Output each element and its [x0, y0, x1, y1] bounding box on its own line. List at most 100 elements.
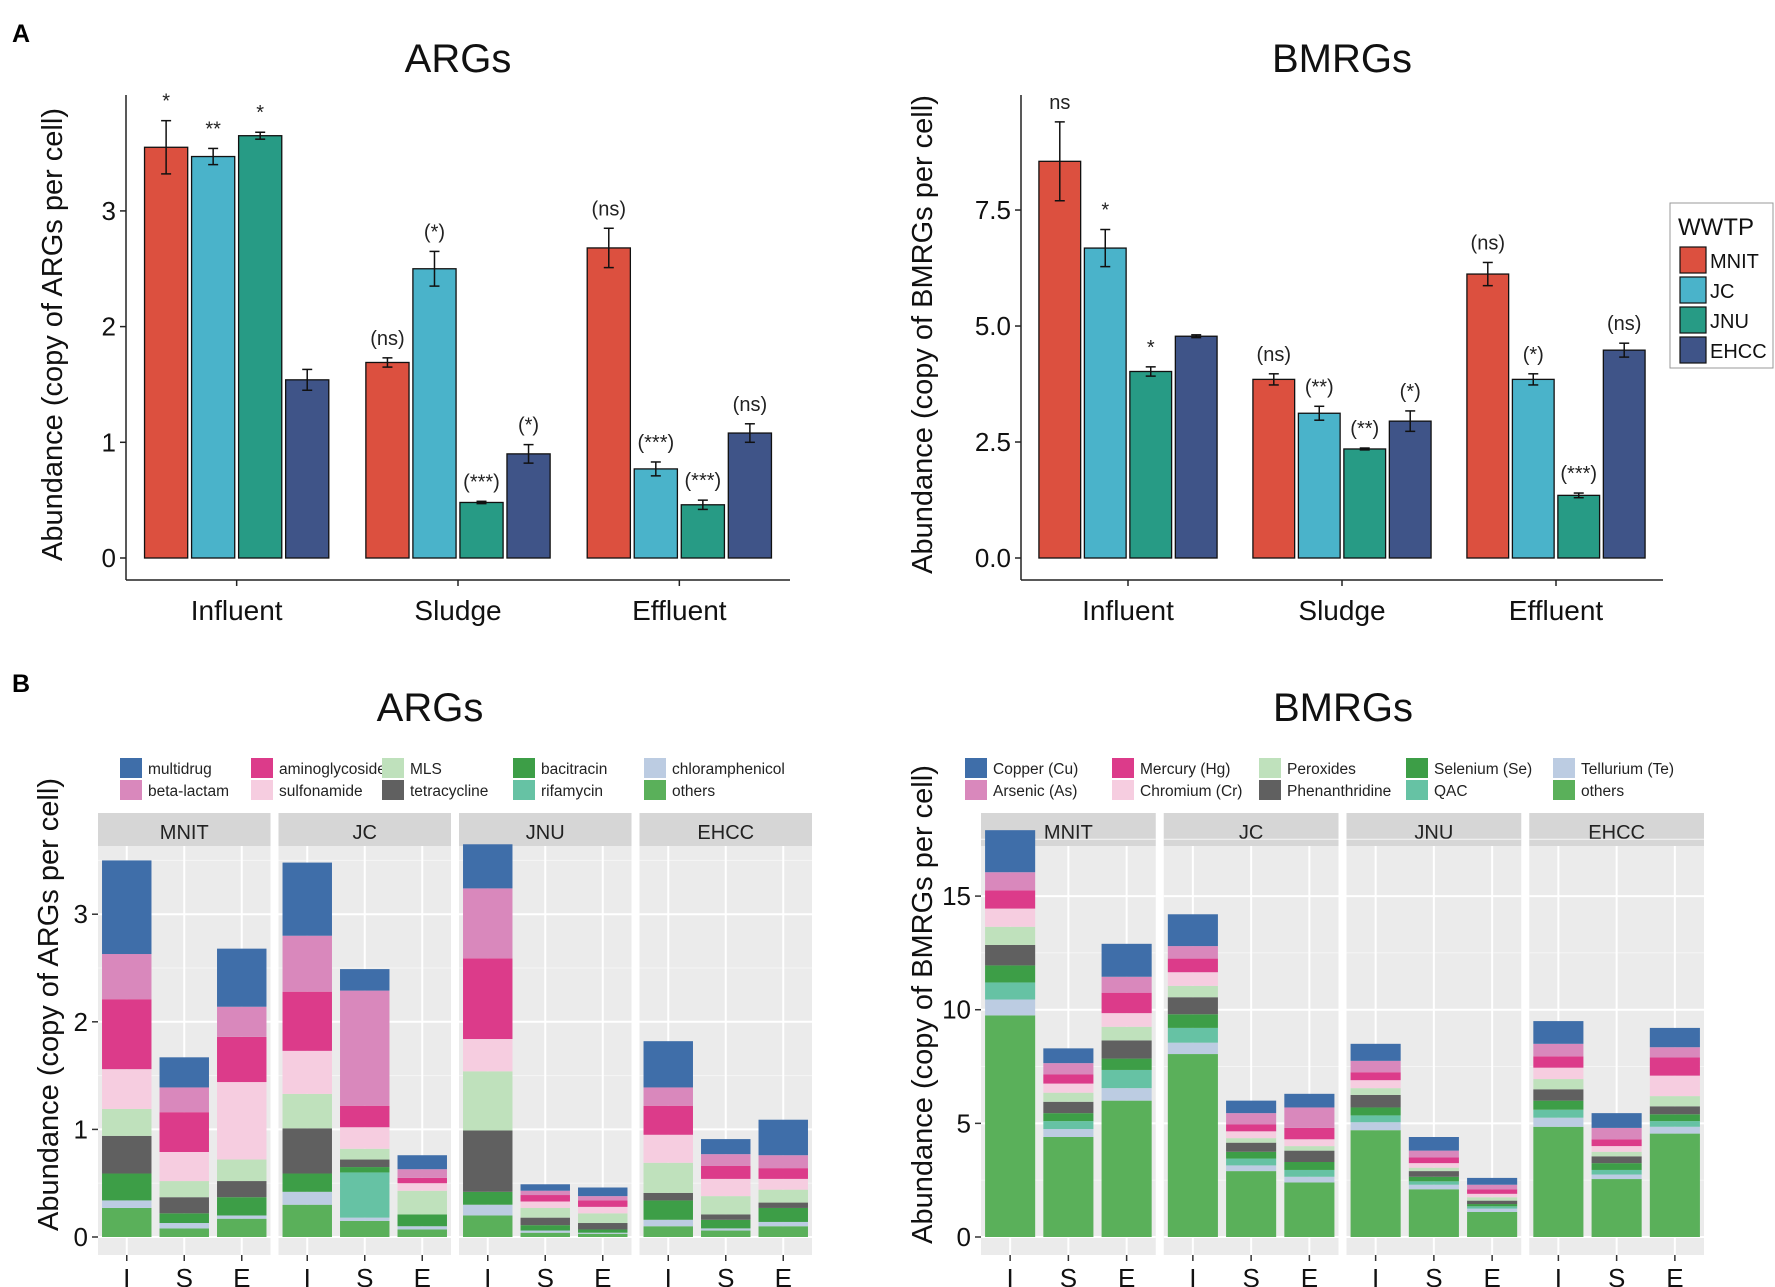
chart-title: ARGs [405, 37, 512, 81]
stack-segment-others-jc-I [1167, 1054, 1218, 1237]
legend-label-others: others [672, 783, 715, 800]
stack-segment-chloramphenicol-ehcc-S [701, 1228, 751, 1231]
legend-swatch-others [1553, 780, 1575, 800]
stack-segment-chromium-cr-mnit-S [1043, 1083, 1094, 1093]
bar-ehcc-influent [284, 379, 330, 559]
legend-swatch-mercury-hg [1112, 758, 1134, 778]
stack-segment-peroxides-jnu-E [1467, 1197, 1518, 1201]
stack-segment-multidrug-jc-S [340, 969, 390, 991]
legend-swatch-mnit [1679, 246, 1707, 274]
legend-label-peroxides: Peroxides [1287, 761, 1356, 778]
stack-segment-multidrug-jnu-E [578, 1187, 628, 1197]
stack-segment-phenanthridine-ehcc-S [1591, 1156, 1642, 1164]
stack-segment-mls-ehcc-S [701, 1196, 751, 1215]
stack-segment-selenium-se-jc-S [1226, 1151, 1277, 1159]
chart-args-stacked: ARGs Abundance (copy of ARGs per cell) mul… [33, 686, 812, 1287]
bar-mnit-sludge [365, 361, 410, 559]
stack-segment-rifamycin-jc-S [340, 1172, 390, 1218]
stack-segment-selenium-se-jc-E [1284, 1162, 1335, 1170]
stack-segment-selenium-se-mnit-S [1043, 1113, 1094, 1122]
stack-segment-chloramphenicol-jnu-E [578, 1232, 628, 1234]
y-tick-label: 10 [942, 995, 971, 1025]
stack-segment-peroxides-mnit-I [985, 926, 1036, 945]
significance-label: (***) [463, 471, 500, 493]
stack-segment-mercury-hg-ehcc-S [1591, 1139, 1642, 1147]
stack-segment-mercury-hg-ehcc-E [1649, 1057, 1700, 1076]
y-tick-label: 2.5 [975, 427, 1011, 457]
bar-ehcc-sludge [1388, 420, 1432, 559]
stack-segment-mercury-hg-jc-E [1284, 1127, 1335, 1140]
stack-segment-aminoglycoside-mnit-E [217, 1036, 267, 1083]
significance-label: (ns) [592, 198, 626, 220]
stack-segment-multidrug-ehcc-E [758, 1119, 808, 1156]
x-tick-label-e: E [1118, 1263, 1135, 1287]
stack-segment-others-ehcc-I [1533, 1126, 1584, 1237]
stack-segment-aminoglycoside-jnu-I [463, 958, 513, 1040]
stack-segment-tetracycline-jnu-I [463, 1130, 513, 1192]
facet-label-jnu: JNU [1414, 822, 1453, 844]
stack-segment-peroxides-ehcc-I [1533, 1079, 1584, 1090]
stack-segment-multidrug-mnit-I [102, 860, 152, 955]
significance-label: * [256, 102, 264, 124]
significance-label: (ns) [370, 328, 404, 350]
stack-segment-beta-lactam-ehcc-I [643, 1087, 693, 1106]
stack-segment-others-jc-I [282, 1204, 332, 1237]
stack-segment-selenium-se-mnit-E [1101, 1058, 1152, 1070]
legend-label-phenanthridine: Phenanthridine [1287, 783, 1391, 800]
legend-label-mnit: MNIT [1710, 251, 1759, 273]
stack-segment-tellurium-te-mnit-S [1043, 1129, 1094, 1137]
stack-segment-mercury-hg-jnu-E [1467, 1189, 1518, 1194]
facet-strip-jnu [1346, 813, 1522, 846]
stack-segment-mercury-hg-jc-S [1226, 1124, 1277, 1132]
stack-segment-mercury-hg-mnit-I [985, 890, 1036, 909]
facet-label-ehcc: EHCC [1588, 822, 1645, 844]
x-tick-label-effluent: Effluent [1509, 595, 1604, 626]
stack-segment-peroxides-ehcc-E [1649, 1096, 1700, 1107]
stack-segment-chloramphenicol-jc-S [340, 1217, 390, 1221]
facet-label-ehcc: EHCC [697, 822, 754, 844]
legend-swatch-arsenic-as [965, 780, 987, 800]
legend-label-mls: MLS [410, 761, 442, 778]
stack-segment-phenanthridine-jc-E [1284, 1150, 1335, 1162]
stack-segment-mls-ehcc-I [643, 1162, 693, 1193]
significance-label: (***) [1560, 463, 1597, 485]
stack-segment-tetracycline-jc-I [282, 1128, 332, 1174]
stack-segment-arsenic-as-jnu-S [1408, 1150, 1459, 1158]
stack-segment-others-jc-E [1284, 1182, 1335, 1237]
y-tick-label: 5 [957, 1108, 971, 1138]
stack-segment-aminoglycoside-ehcc-S [701, 1165, 751, 1179]
significance-label: * [1147, 337, 1155, 359]
stack-segment-others-jnu-I [463, 1215, 513, 1237]
stack-segment-mls-jnu-I [463, 1071, 513, 1131]
x-tick-label-e: E [1301, 1263, 1318, 1287]
stack-segment-arsenic-as-jc-S [1226, 1113, 1277, 1125]
stack-segment-beta-lactam-ehcc-E [758, 1155, 808, 1169]
stack-segment-others-jc-S [1226, 1171, 1277, 1237]
significance-label: (***) [685, 470, 722, 492]
stack-segment-bacitracin-jnu-S [520, 1225, 570, 1231]
legend-label-multidrug: multidrug [148, 761, 212, 778]
stack-segment-selenium-se-ehcc-S [1591, 1163, 1642, 1170]
stack-segment-peroxides-jc-E [1284, 1146, 1335, 1151]
stack-segment-tetracycline-mnit-E [217, 1181, 267, 1198]
stack-segment-others-jnu-E [1467, 1212, 1518, 1237]
stack-segment-arsenic-as-jc-E [1284, 1107, 1335, 1128]
stack-segment-bacitracin-jc-S [340, 1167, 390, 1173]
stack-segment-bacitracin-jc-I [282, 1173, 332, 1192]
stack-segment-beta-lactam-mnit-E [217, 1006, 267, 1037]
stack-segment-multidrug-mnit-S [159, 1057, 209, 1088]
stack-segment-chloramphenicol-mnit-E [217, 1215, 267, 1219]
stack-segment-copper-cu-jc-I [1167, 914, 1218, 947]
stack-segment-phenanthridine-jc-S [1226, 1142, 1277, 1152]
stack-segment-copper-cu-mnit-S [1043, 1048, 1094, 1064]
stack-segment-copper-cu-ehcc-I [1533, 1021, 1584, 1044]
stack-segment-copper-cu-jc-E [1284, 1093, 1335, 1108]
x-tick-label-s: S [1242, 1263, 1259, 1287]
significance-label: (ns) [1607, 313, 1641, 335]
stack-segment-chromium-cr-jc-E [1284, 1139, 1335, 1147]
bar-mnit-influent [1038, 160, 1082, 559]
legend-label-chloramphenicol: chloramphenicol [672, 761, 785, 778]
y-tick-label: 2 [102, 312, 116, 342]
bar-jnu-sludge [459, 501, 504, 559]
stack-segment-chromium-cr-jnu-S [1408, 1163, 1459, 1168]
